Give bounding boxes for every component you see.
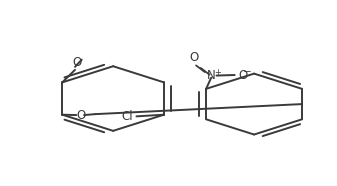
Text: O: O (72, 56, 81, 69)
Text: N: N (207, 69, 216, 82)
Text: O: O (239, 68, 248, 81)
Text: +: + (214, 68, 221, 77)
Text: methoxy: methoxy (83, 57, 89, 59)
Text: O: O (190, 51, 199, 64)
Text: Cl: Cl (121, 110, 133, 123)
Text: −: − (243, 67, 252, 77)
Text: O: O (76, 109, 85, 122)
